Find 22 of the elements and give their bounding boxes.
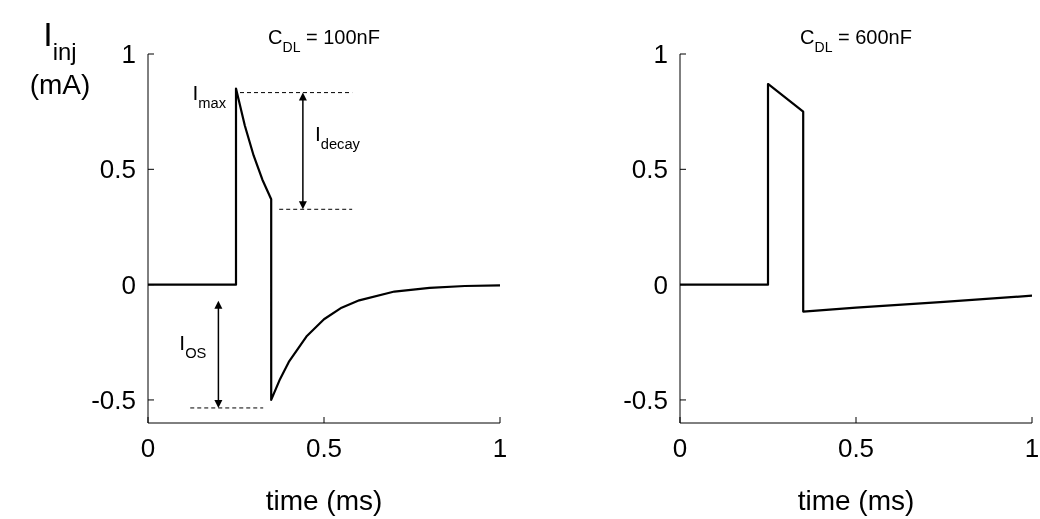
chart-title: C$_{DL}$ = 100nF bbox=[268, 26, 380, 55]
x-tick-label: 1 bbox=[1024, 433, 1040, 463]
x-tick-label: 0.5 bbox=[837, 433, 875, 463]
chart-title: C$_{DL}$ = 600nF bbox=[800, 26, 912, 55]
y-tick-label: -0.5 bbox=[623, 385, 668, 416]
x-axis-title: time (ms) bbox=[797, 485, 915, 516]
x-tick-label: 0 bbox=[140, 433, 156, 463]
y-axis-title: I$_{inj}$ (mA) bbox=[29, 15, 91, 100]
y-tick-label: 0 bbox=[653, 269, 668, 300]
x-tick-label: 0.5 bbox=[305, 433, 343, 463]
y-tick-label: 0.5 bbox=[631, 154, 668, 185]
x-tick-label: 1 bbox=[492, 433, 508, 463]
annotation: I$_{OS}$ bbox=[179, 330, 207, 361]
y-tick-label: 0.5 bbox=[99, 154, 136, 185]
y-tick-label: 1 bbox=[121, 39, 136, 70]
y-tick-label: 0 bbox=[121, 269, 136, 300]
y-tick-label: 1 bbox=[653, 39, 668, 70]
annotation: I$_{decay}$ bbox=[314, 122, 361, 153]
y-tick-label: -0.5 bbox=[91, 385, 136, 416]
x-tick-label: 0 bbox=[672, 433, 688, 463]
x-axis-title: time (ms) bbox=[265, 485, 383, 516]
annotation: I$_{max}$ bbox=[192, 80, 227, 111]
